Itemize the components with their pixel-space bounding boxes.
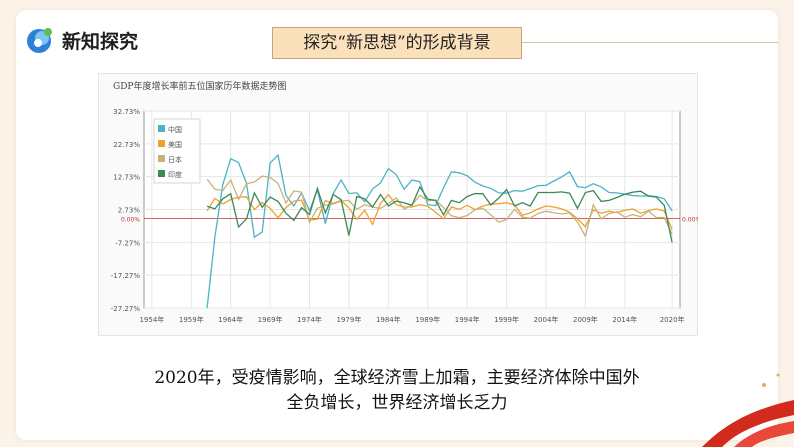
legend-label: 美国 [168,140,182,149]
series-line-2 [206,193,673,230]
legend-label: 日本 [168,155,182,164]
y-tick-label: -27.27% [111,305,141,313]
y-tick-label: 32.73% [113,108,140,116]
legend-swatch [158,125,165,132]
caption-line-1: 2020年，受疫情影响，全球经济雪上加霜，主要经济体除中国外 [154,368,640,388]
series-line-4 [206,185,673,243]
legend-label: 中国 [168,125,182,134]
x-tick-label: 1994年 [455,315,480,324]
x-tick-label: 1954年 [139,315,164,324]
y-tick-label: -17.27% [111,272,141,280]
x-tick-label: 1989年 [415,315,440,324]
x-tick-label: 1964年 [218,315,243,324]
x-tick-label: 1984年 [376,315,401,324]
x-tick-label: 2009年 [573,315,598,324]
x-tick-label: 2020年 [660,315,685,324]
red-ribbon-decoration-icon [702,373,794,447]
series-line-1 [206,153,673,309]
x-tick-label: 1969年 [258,315,283,324]
zero-line-label-left: 0.00% [121,216,140,223]
legend-label: 印度 [168,170,182,179]
page-title: 新知探究 [62,31,139,53]
caption-line-2: 全负增长，世界经济增长乏力 [286,393,508,413]
x-tick-label: 1979年 [337,315,362,324]
x-tick-label: 2004年 [534,315,559,324]
gdp-growth-line-chart: 32.73% 22.73% 12.73% 2.73% -7.27% -17.27% -27.… [111,108,698,324]
legend-swatch [158,140,165,147]
x-tick-label: 1974年 [297,315,322,324]
legend-swatch [158,155,165,162]
series-line-3 [206,175,673,238]
legend-swatch [158,170,165,177]
y-tick-label: -7.27% [115,239,140,247]
chart-title: GDP年度增长率前五位国家历年数据走势图 [113,82,287,92]
section-title: 探究“新思想”的形成背景 [272,27,522,59]
caption: 2020年，受疫情影响，全球经济雪上加霜，主要经济体除中国外 全负增长，世界经济… [60,366,734,416]
x-tick-label: 2014年 [612,315,637,324]
header-divider [300,42,778,43]
y-tick-label: 12.73% [113,174,140,182]
x-tick-label: 1959年 [179,315,204,324]
y-tick-label: 22.73% [113,141,140,149]
y-tick-label: 2.73% [118,207,141,215]
zero-line-label-right: 0.00% [682,216,698,223]
x-tick-label: 1999年 [494,315,519,324]
new-knowledge-logo-icon [27,28,52,53]
